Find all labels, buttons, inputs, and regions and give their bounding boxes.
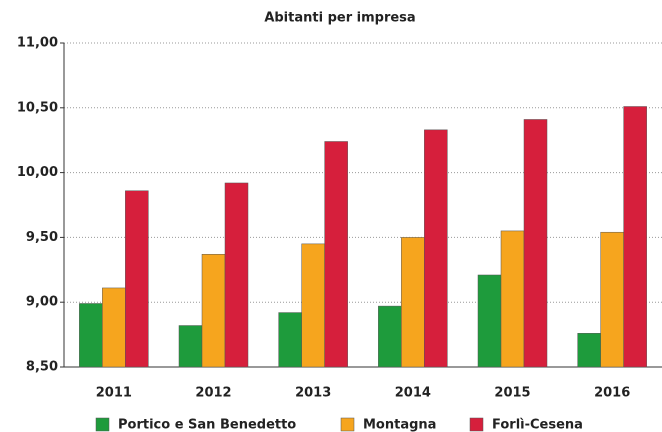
bar — [378, 305, 402, 368]
y-tick-label: 8,50 — [26, 360, 58, 375]
bar — [102, 287, 126, 368]
bar — [178, 325, 203, 368]
bar — [577, 333, 601, 368]
y-tick-label: 11,00 — [17, 36, 58, 51]
x-tick-label: 2013 — [295, 386, 331, 401]
legend-label: Montagna — [363, 418, 436, 432]
x-tick-label: 2015 — [494, 386, 530, 401]
bar — [278, 312, 302, 368]
bar — [477, 274, 502, 368]
bar — [401, 237, 425, 368]
x-tick-label: 2016 — [594, 386, 630, 401]
y-tick-label: 9,00 — [26, 295, 58, 310]
bar — [623, 106, 647, 368]
chart-title: Abitanti per impresa — [264, 11, 415, 26]
x-tick-label: 2011 — [96, 386, 132, 401]
bar — [125, 190, 149, 368]
bar — [79, 303, 103, 368]
legend-swatch — [340, 417, 355, 432]
bar — [201, 253, 226, 368]
bar — [301, 243, 325, 368]
legend-label: Portico e San Benedetto — [118, 418, 296, 432]
y-tick-label: 10,00 — [17, 165, 58, 180]
x-tick-label: 2014 — [395, 386, 431, 401]
bar — [500, 230, 525, 368]
legend-swatch — [95, 417, 110, 432]
legend-label: Forlì-Cesena — [492, 418, 583, 432]
y-tick-label: 9,50 — [26, 230, 58, 245]
bar — [523, 119, 548, 368]
y-tick-label: 10,50 — [17, 100, 58, 115]
bar — [324, 141, 348, 368]
bar — [600, 231, 624, 368]
legend-swatch — [469, 417, 484, 432]
bar — [424, 129, 448, 368]
bar — [224, 182, 249, 368]
x-tick-label: 2012 — [195, 386, 231, 401]
